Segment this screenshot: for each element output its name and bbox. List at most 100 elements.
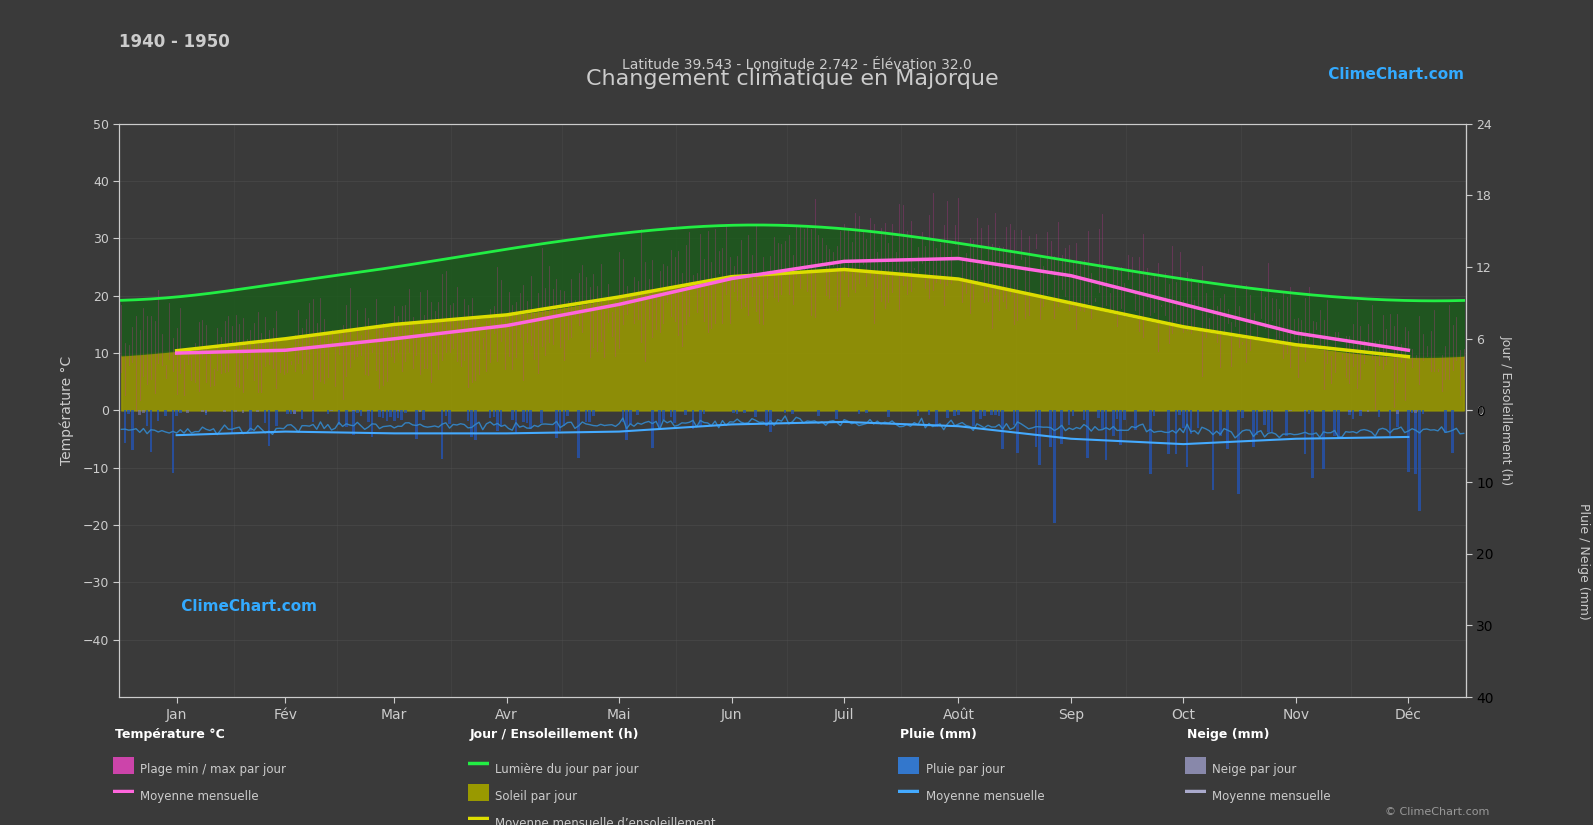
Bar [1395, 411, 1399, 427]
Bar [301, 411, 303, 419]
Text: Moyenne mensuelle: Moyenne mensuelle [1212, 790, 1330, 804]
Bar [268, 411, 271, 446]
Bar [1104, 411, 1107, 460]
Bar [201, 411, 204, 412]
Bar [857, 411, 860, 414]
Bar [386, 411, 389, 422]
Text: Pluie (mm): Pluie (mm) [900, 728, 977, 741]
Bar [242, 411, 244, 413]
Bar [178, 411, 182, 412]
Bar [382, 411, 384, 417]
Bar [338, 411, 341, 425]
Bar [357, 411, 358, 413]
Text: ClimeChart.com: ClimeChart.com [1324, 67, 1464, 82]
Text: Pluie / Neige (mm): Pluie / Neige (mm) [1577, 502, 1590, 620]
Bar [699, 411, 701, 426]
Bar [1263, 411, 1266, 425]
Bar [1263, 411, 1266, 412]
Text: 1940 - 1950: 1940 - 1950 [119, 33, 231, 51]
Bar [1348, 411, 1351, 412]
Bar [127, 411, 131, 414]
Bar [1308, 411, 1309, 413]
Bar [124, 411, 126, 443]
Bar [139, 411, 142, 415]
Bar [593, 411, 594, 416]
Bar [1286, 411, 1289, 436]
Bar [566, 411, 569, 417]
Bar [588, 411, 591, 422]
Bar [946, 411, 949, 417]
Bar [223, 411, 226, 412]
Bar [205, 411, 207, 415]
Bar [1443, 411, 1446, 433]
Bar [1451, 411, 1454, 453]
Bar [150, 411, 151, 452]
Bar [685, 411, 687, 415]
Bar [1072, 411, 1074, 416]
Bar [515, 411, 518, 434]
Bar [1348, 411, 1351, 415]
Text: Lumière du jour par jour: Lumière du jour par jour [495, 763, 639, 776]
Bar [448, 411, 451, 424]
Bar [585, 411, 588, 422]
Bar [765, 411, 768, 426]
Bar [629, 411, 631, 424]
Bar [164, 411, 167, 416]
Bar [1039, 411, 1040, 465]
Bar [1067, 411, 1070, 425]
Bar [1322, 411, 1325, 469]
Bar [1185, 411, 1188, 467]
Bar [312, 411, 314, 422]
Bar [1255, 411, 1258, 435]
Bar [540, 411, 543, 422]
Text: Latitude 39.543 - Longitude 2.742 - Élévation 32.0: Latitude 39.543 - Longitude 2.742 - Élév… [621, 56, 972, 72]
Bar [500, 411, 502, 426]
Bar [980, 411, 981, 419]
Bar [1378, 411, 1380, 417]
Bar [577, 411, 580, 458]
Bar [346, 411, 347, 427]
Bar [526, 411, 529, 422]
Bar [1359, 411, 1362, 416]
Bar [1002, 411, 1004, 450]
Bar [1415, 411, 1418, 474]
Bar [1252, 411, 1255, 447]
Text: Soleil par jour: Soleil par jour [495, 790, 578, 804]
Bar [1303, 411, 1306, 454]
Bar [835, 411, 838, 419]
Bar [416, 411, 417, 439]
Bar [1311, 411, 1314, 478]
Text: Neige par jour: Neige par jour [1212, 763, 1297, 776]
Bar [1395, 411, 1399, 414]
Text: Jour / Ensoleillement (h): Jour / Ensoleillement (h) [470, 728, 639, 741]
Bar [366, 411, 370, 422]
Bar [733, 411, 734, 413]
Bar [378, 411, 381, 417]
Bar [1238, 411, 1239, 493]
Bar [1083, 411, 1085, 420]
Bar [1098, 411, 1099, 418]
Bar [293, 411, 296, 414]
Bar [205, 411, 207, 412]
Bar [1212, 411, 1214, 490]
Bar [1101, 411, 1104, 430]
Bar [1241, 411, 1244, 417]
Title: Changement climatique en Majorque: Changement climatique en Majorque [586, 68, 999, 89]
Bar [1179, 411, 1180, 415]
Bar [147, 411, 148, 427]
Bar [1367, 411, 1368, 412]
Y-axis label: Jour / Ensoleillement (h): Jour / Ensoleillement (h) [1499, 336, 1513, 485]
Bar [371, 411, 373, 436]
Bar [360, 411, 362, 417]
Bar [489, 411, 491, 417]
Bar [954, 411, 956, 416]
Text: © ClimeChart.com: © ClimeChart.com [1384, 807, 1489, 817]
Bar [264, 411, 266, 423]
Bar [1153, 411, 1155, 416]
Bar [397, 411, 400, 417]
Bar [559, 411, 561, 431]
Bar [972, 411, 975, 427]
Bar [556, 411, 558, 437]
Bar [475, 411, 476, 440]
Bar [287, 411, 288, 414]
